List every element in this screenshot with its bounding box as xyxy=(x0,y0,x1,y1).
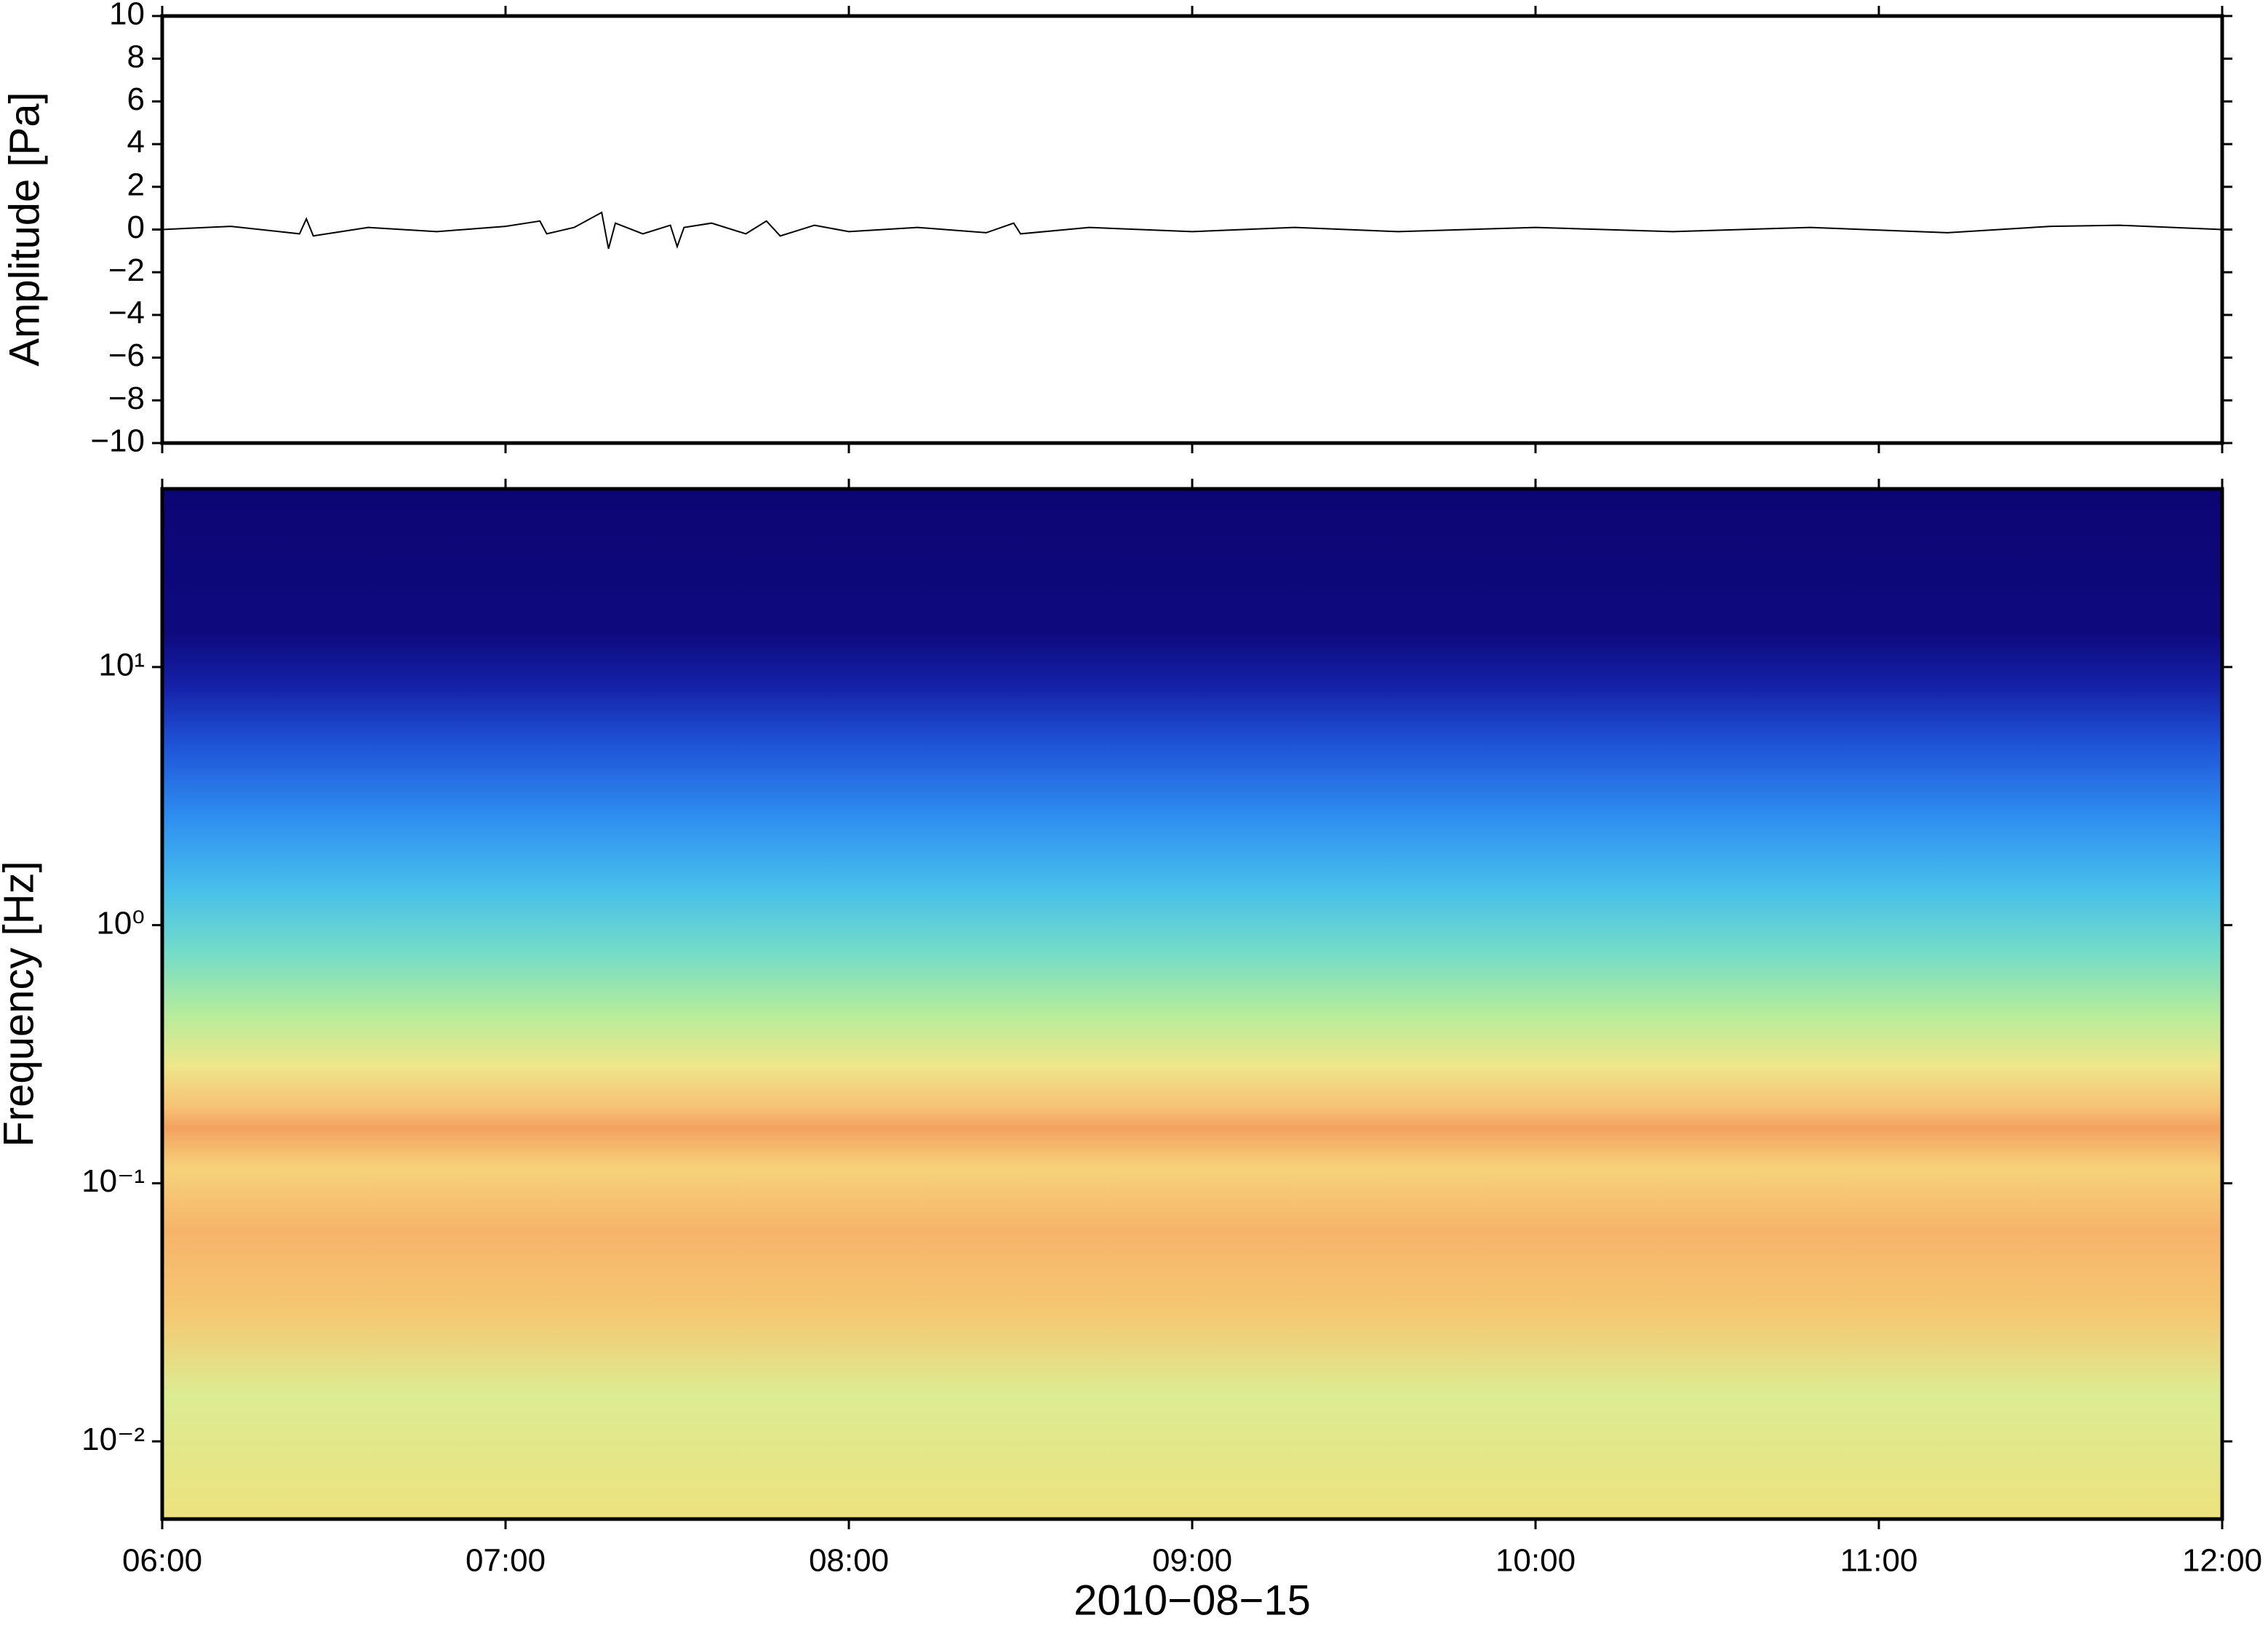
y-tick-label: −6 xyxy=(108,338,145,373)
y-tick-label: 2 xyxy=(127,167,145,202)
y-tick-label: 0 xyxy=(127,210,145,245)
y-tick-label: 10 xyxy=(109,0,145,32)
x-tick-label: 09:00 xyxy=(1152,1543,1232,1579)
x-tick-label: 06:00 xyxy=(122,1543,202,1579)
spectrogram-image xyxy=(162,489,2222,1519)
x-tick-label: 11:00 xyxy=(1840,1543,1918,1579)
x-tick-label: 10:00 xyxy=(1496,1543,1576,1579)
y-axis-title: Amplitude [Pa] xyxy=(1,92,48,366)
y-tick-label: 10⁰ xyxy=(96,905,145,941)
y-tick-label: −10 xyxy=(90,423,145,459)
x-axis-title: 2010−08−15 xyxy=(1074,1577,1311,1622)
y-tick-label: −4 xyxy=(108,295,145,331)
y-tick-label: 10¹ xyxy=(98,647,145,682)
y-tick-label: 6 xyxy=(127,81,145,117)
y-tick-label: 10⁻¹ xyxy=(81,1163,145,1199)
x-tick-label: 07:00 xyxy=(466,1543,546,1579)
y-tick-label: 10⁻² xyxy=(81,1422,145,1457)
waveform xyxy=(161,211,2223,250)
y-tick-label: −2 xyxy=(108,252,145,288)
y-tick-label: 8 xyxy=(127,39,145,74)
x-tick-label: 12:00 xyxy=(2182,1543,2262,1579)
y-tick-label: −8 xyxy=(108,380,145,416)
x-tick-label: 08:00 xyxy=(809,1543,889,1579)
y-axis-title: Frequency [Hz] xyxy=(0,861,42,1147)
y-tick-label: 4 xyxy=(127,124,145,160)
